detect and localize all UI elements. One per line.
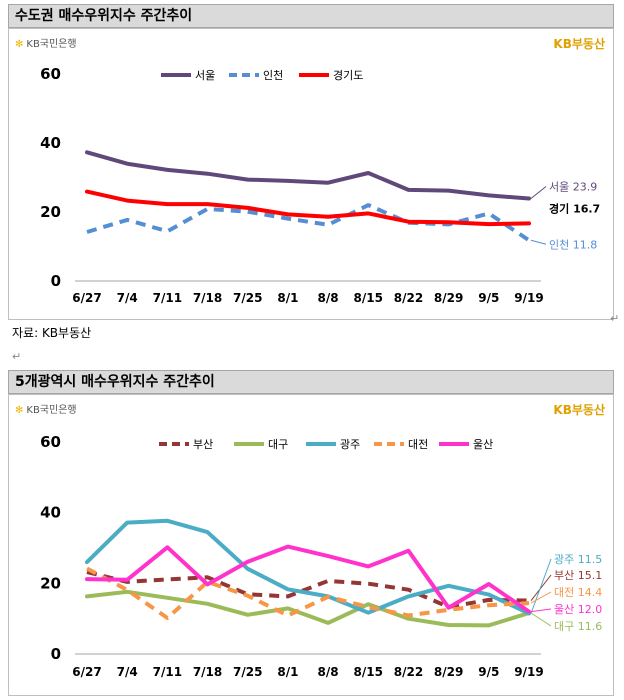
x-tick-label: 8/29 [434, 291, 463, 305]
end-label-leader-서울 [530, 186, 547, 199]
x-tick-label: 8/29 [434, 665, 463, 679]
kb-land-logo-2: KB부동산 [553, 403, 605, 417]
series-line-인천 [86, 203, 531, 242]
x-tick-label: 9/19 [514, 291, 543, 305]
x-tick-label: 9/19 [514, 665, 543, 679]
x-tick-label: 8/8 [318, 665, 339, 679]
y-tick-label: 0 [51, 645, 61, 663]
end-label-leader-인천 [530, 239, 547, 245]
end-label-leader-울산 [530, 608, 552, 613]
end-label-leader-광주 [530, 558, 552, 614]
kb-star-icon-2: ✻ [15, 405, 24, 416]
legend-label-광주: 광주 [340, 438, 360, 451]
end-label-광주: 광주 11.5 [554, 553, 602, 566]
kb-land-logo: KB부동산 [553, 37, 605, 51]
end-label-인천: 인천 11.8 [549, 237, 597, 251]
x-tick-label: 7/18 [193, 291, 222, 305]
x-tick-label: 7/4 [117, 665, 138, 679]
x-tick-label: 8/1 [277, 291, 298, 305]
legend-label-서울: 서울 [195, 69, 215, 82]
end-label-울산: 울산 12.0 [554, 603, 602, 616]
end-label-leader-대전 [530, 591, 552, 604]
series-line-경기도 [85, 189, 531, 227]
y-tick-label: 60 [40, 65, 61, 83]
legend-label-인천: 인천 [263, 68, 283, 82]
end-label-leader-대구 [530, 612, 552, 627]
source-note: 자료: KB부동산 [12, 326, 92, 340]
legend-label-경기도: 경기도 [333, 69, 363, 82]
end-label-leader-부산 [530, 574, 552, 601]
x-tick-label: 8/8 [318, 291, 339, 305]
metro-line-chart: 0 20 40 60 6/27 7/4 7/11 7/18 7/25 8/1 8/8 8/15 8/22… [40, 433, 602, 679]
x-tick-label: 6/27 [72, 665, 101, 679]
legend-label-대전: 대전 [408, 438, 428, 451]
x-tick-label: 9/5 [478, 665, 499, 679]
x-tick-label: 8/1 [277, 665, 298, 679]
chart-panel-metro: ✻ KB국민은행 KB부동산 0 20 40 60 6/27 7/4 7/11 7/18 7/25… [8, 394, 614, 696]
section-title-capital: 수도권 매수우위지수 주간추이 [8, 4, 614, 28]
legend-label-대구: 대구 [268, 438, 288, 451]
end-label-부산: 부산 15.1 [554, 569, 602, 582]
legend-label-울산: 울산 [473, 438, 493, 451]
series-line-대구 [85, 589, 531, 628]
series-line-울산 [85, 544, 531, 614]
kb-bank-logo: ✻ KB국민은행 [15, 35, 77, 50]
x-tick-label: 7/18 [193, 665, 222, 679]
y-tick-label: 20 [40, 203, 61, 221]
x-tick-label: 7/25 [233, 291, 262, 305]
x-tick-label: 7/11 [153, 291, 182, 305]
x-tick-label: 8/22 [394, 291, 423, 305]
end-label-대전: 대전 14.4 [554, 586, 602, 599]
end-label-대구: 대구 11.6 [554, 620, 602, 633]
end-label-경기도: 경기 16.7 [549, 201, 600, 215]
x-tick-label: 8/15 [354, 665, 383, 679]
x-tick-label: 8/22 [394, 665, 423, 679]
paragraph-mark-icon: ↵ [12, 350, 22, 363]
kb-bank-logo-text: KB국민은행 [26, 39, 77, 50]
kb-bank-logo-text-2: KB국민은행 [26, 405, 77, 416]
kb-bank-logo-2: ✻ KB국민은행 [15, 401, 77, 416]
x-tick-label: 6/27 [72, 291, 101, 305]
x-tick-label: 7/4 [117, 291, 138, 305]
end-label-서울: 서울 23.9 [549, 181, 597, 194]
section-title-metro: 5개광역시 매수우위지수 주간추이 [8, 370, 614, 394]
capital-line-chart: 0 20 40 60 6/27 7/4 7/11 7/18 7/25 8/1 8/8 8/15 8/22… [40, 65, 600, 305]
y-tick-label: 20 [40, 574, 61, 592]
x-tick-label: 7/11 [153, 665, 182, 679]
paragraph-mark-icon-right: ↵ [610, 312, 620, 325]
x-tick-label: 9/5 [478, 291, 499, 305]
y-tick-label: 40 [40, 504, 61, 522]
series-line-광주 [85, 518, 531, 616]
y-tick-label: 60 [40, 433, 61, 451]
kb-star-icon: ✻ [15, 39, 24, 50]
x-tick-label: 8/15 [354, 291, 383, 305]
y-tick-label: 40 [40, 134, 61, 152]
x-tick-label: 7/25 [233, 665, 262, 679]
series-line-대전 [86, 566, 530, 620]
legend-label-부산: 부산 [193, 438, 213, 451]
y-tick-label: 0 [51, 272, 61, 290]
series-line-서울 [85, 150, 531, 201]
chart-panel-capital: ✻ KB국민은행 KB부동산 0 20 40 60 6/27 7/4 7/11 7/18 7/25… [8, 28, 614, 320]
